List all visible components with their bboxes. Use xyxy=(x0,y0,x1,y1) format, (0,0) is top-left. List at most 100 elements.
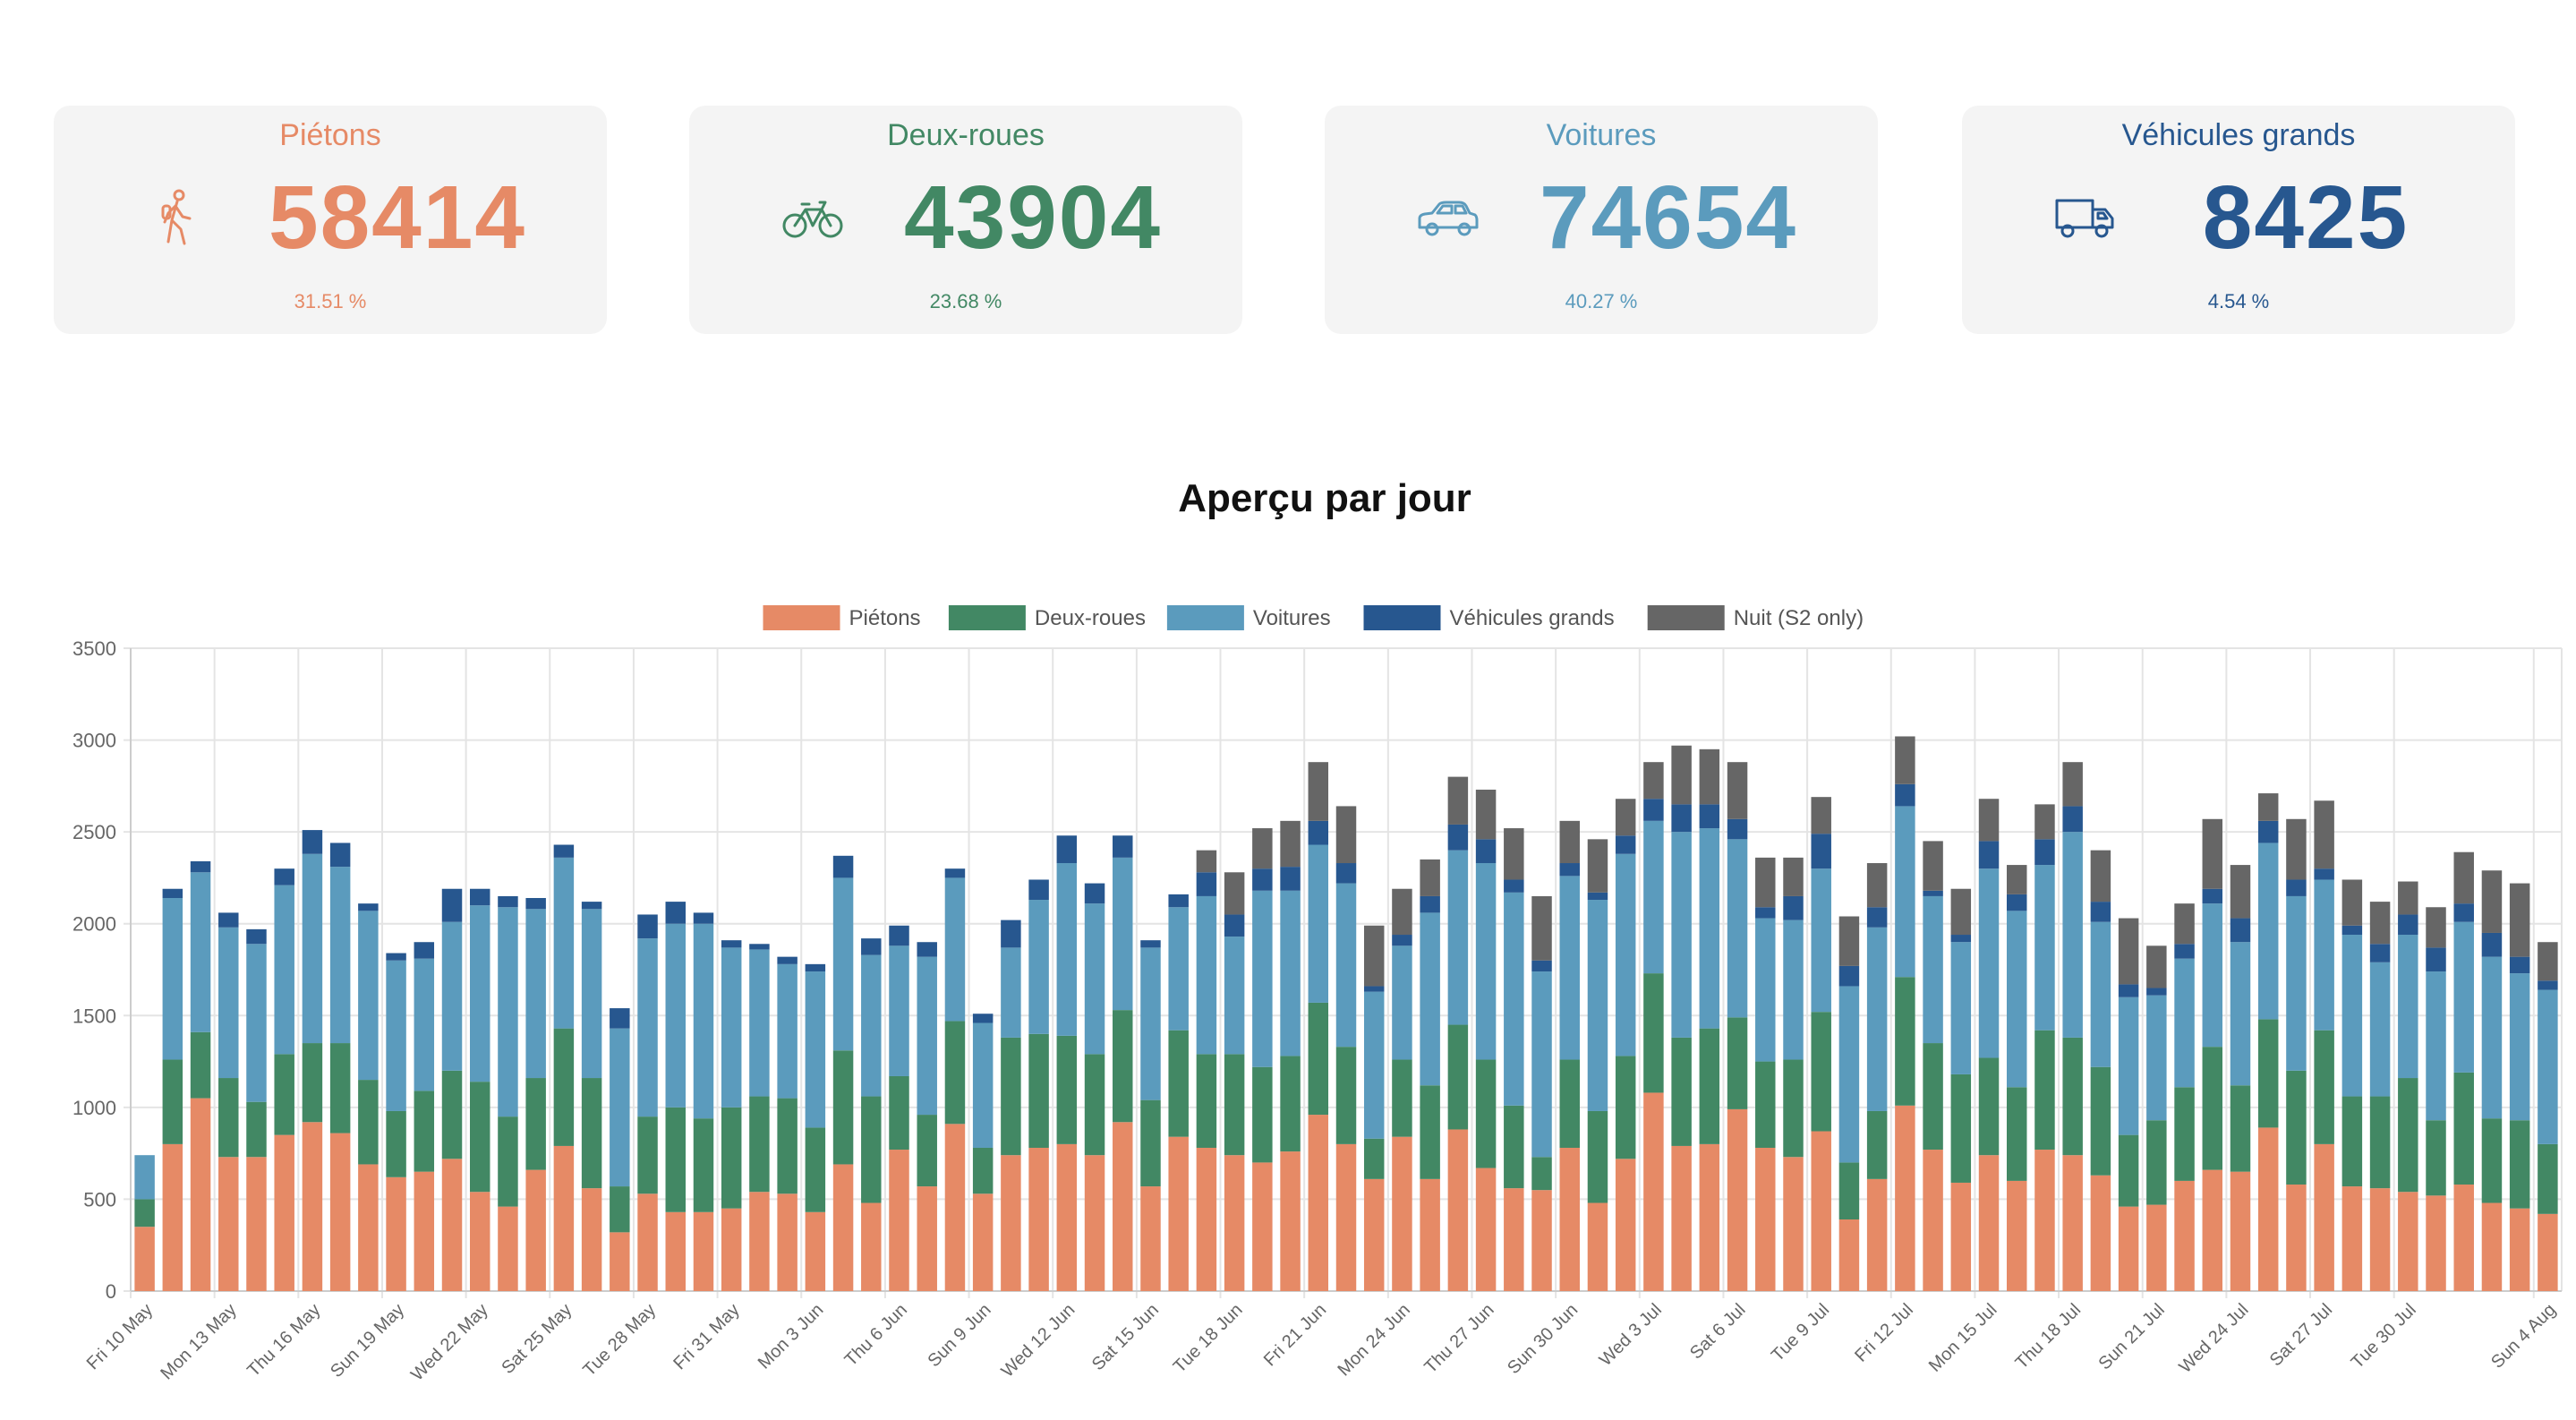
bar-segment xyxy=(1196,1147,1217,1291)
bar-segment xyxy=(2341,1096,2363,1187)
bar-segment xyxy=(1615,1159,1636,1291)
bar-segment xyxy=(414,1171,435,1291)
bar-segment xyxy=(1559,1059,1580,1148)
x-tick-label: Fri 31 May xyxy=(670,1300,743,1373)
bar-segment xyxy=(2426,971,2446,1121)
bar-segment xyxy=(665,923,686,1108)
bar-segment xyxy=(1168,894,1189,908)
bar-segment xyxy=(749,944,770,950)
bar-segment xyxy=(1084,903,1105,1055)
bar-segment xyxy=(1699,828,1720,1029)
card-title: Deux-roues xyxy=(887,118,1045,152)
bar-segment xyxy=(2118,1206,2139,1291)
bar-segment xyxy=(2481,932,2503,957)
bar-segment xyxy=(2538,1213,2558,1291)
bar-segment xyxy=(1475,789,1497,840)
bar-segment xyxy=(525,1078,546,1170)
bar-segment xyxy=(637,914,658,939)
bar-segment xyxy=(1308,1115,1329,1291)
bar-segment xyxy=(1363,1138,1385,1179)
bar-segment xyxy=(1420,895,1440,913)
truck-icon xyxy=(2053,186,2118,251)
bar-segment xyxy=(2426,1195,2446,1291)
bar-segment xyxy=(1587,1110,1608,1203)
bar-segment xyxy=(1113,1122,1133,1291)
bar-segment xyxy=(777,1193,798,1291)
bar-segment xyxy=(1224,914,1245,937)
bar-segment xyxy=(1811,1012,1831,1132)
card-title: Piétons xyxy=(279,118,381,152)
bar-segment xyxy=(2314,800,2334,869)
bar-segment xyxy=(1363,925,1385,987)
bar-segment xyxy=(2341,925,2363,936)
bar-segment xyxy=(246,944,267,1102)
bar-segment xyxy=(610,1008,630,1029)
bar-segment xyxy=(805,963,826,972)
bar-segment xyxy=(2453,903,2474,922)
bar-segment xyxy=(1531,1157,1552,1191)
bar-segment xyxy=(2481,870,2503,933)
bar-segment xyxy=(1950,935,1972,943)
bar-segment xyxy=(1615,799,1636,836)
bar-segment xyxy=(1504,892,1524,1106)
bar-segment xyxy=(1001,1037,1021,1156)
y-tick-label: 1000 xyxy=(73,1097,116,1119)
bar-segment xyxy=(1615,1056,1636,1159)
bar-segment xyxy=(1420,1178,1440,1291)
bar-segment xyxy=(2230,1085,2251,1172)
bar-segment xyxy=(2538,989,2558,1144)
bar-segment xyxy=(665,902,686,924)
bar-segment xyxy=(1335,1143,1357,1291)
bar-segment xyxy=(1755,1147,1776,1291)
bar-segment xyxy=(1866,1178,1888,1291)
bar-segment xyxy=(1224,937,1245,1055)
x-tick-label: Sun 9 Jun xyxy=(924,1300,994,1371)
bar-segment xyxy=(1923,841,1943,891)
bar-segment xyxy=(917,956,937,1116)
bar-segment xyxy=(1252,868,1273,891)
bar-segment xyxy=(162,1143,183,1291)
bar-segment xyxy=(386,1176,406,1291)
bar-segment xyxy=(1671,1037,1692,1146)
bar-segment xyxy=(1363,1178,1385,1291)
bar-segment xyxy=(2509,1208,2530,1291)
bar-segment xyxy=(469,905,490,1082)
bar-segment xyxy=(386,953,406,961)
bar-segment xyxy=(2538,980,2558,990)
bar-segment xyxy=(1084,883,1105,904)
bar-segment xyxy=(2257,1127,2279,1291)
x-tick-label: Thu 27 Jun xyxy=(1420,1300,1497,1377)
x-tick-label: Sat 15 Jun xyxy=(1088,1300,1163,1374)
bar-segment xyxy=(1811,834,1831,869)
bar-segment xyxy=(721,1208,742,1291)
bar-segment xyxy=(1755,1061,1776,1148)
bar-segment xyxy=(2007,1087,2027,1181)
bar-segment xyxy=(498,1206,518,1291)
bar-segment xyxy=(1028,900,1049,1034)
bar-segment xyxy=(1838,965,1860,987)
bar-segment xyxy=(2230,942,2251,1086)
bar-segment xyxy=(1001,1155,1021,1291)
bar-segment xyxy=(1475,1168,1497,1291)
y-tick-label: 2500 xyxy=(73,821,116,843)
bar-segment xyxy=(889,1075,909,1151)
bar-segment xyxy=(1504,1188,1524,1291)
bar-segment xyxy=(1755,918,1776,1062)
bar-segment xyxy=(2062,762,2083,807)
x-tick-label: Mon 15 Jul xyxy=(1925,1300,2001,1376)
bar-segment xyxy=(2453,851,2474,904)
bar-segment xyxy=(525,897,546,910)
bar-segment xyxy=(2426,947,2446,972)
bar-segment xyxy=(1504,879,1524,893)
bar-segment xyxy=(2146,945,2167,988)
bar-segment xyxy=(1587,900,1608,1111)
x-tick-label: Sun 21 Jul xyxy=(2094,1300,2168,1373)
bar-segment xyxy=(498,895,518,908)
bar-segment xyxy=(2146,1120,2167,1205)
bar-segment xyxy=(1252,1066,1273,1163)
bar-segment xyxy=(972,1014,994,1023)
bar-segment xyxy=(889,1150,909,1291)
bar-segment xyxy=(1978,868,2000,1058)
bar-segment xyxy=(1056,1143,1078,1291)
bar-segment xyxy=(1866,863,1888,908)
